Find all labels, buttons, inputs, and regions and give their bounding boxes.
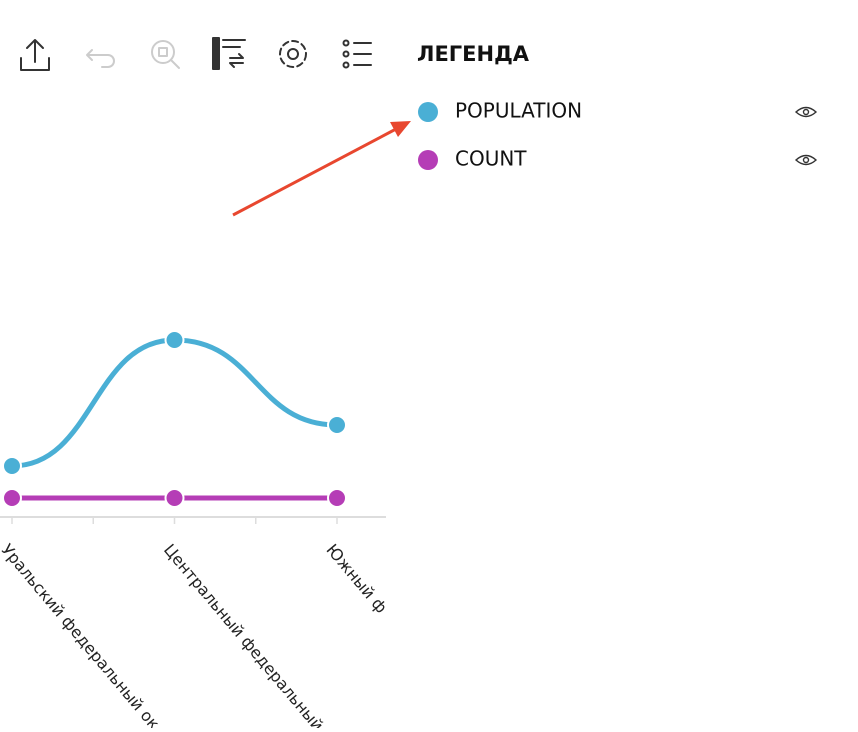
eye-icon	[794, 154, 818, 166]
settings-button[interactable]	[279, 40, 307, 68]
undo-button[interactable]	[86, 49, 115, 68]
data-point	[327, 488, 347, 508]
series-line	[11, 337, 338, 469]
legend-marker	[418, 150, 438, 170]
eye-icon	[794, 106, 818, 118]
legend-label[interactable]: COUNT	[455, 147, 527, 171]
x-tick-label: Уральский федеральный ок	[0, 540, 164, 728]
data-point	[2, 456, 22, 476]
eye-pupil	[802, 156, 810, 164]
data-point	[2, 488, 22, 508]
visibility-toggle[interactable]	[794, 154, 818, 166]
x-tick-label: Центральный федеральный	[160, 540, 327, 728]
annotation-arrow	[232, 121, 411, 217]
swap-axes-button[interactable]	[212, 37, 246, 70]
legend-marker	[418, 102, 438, 122]
data-point	[164, 330, 185, 350]
legend-title: ЛЕГЕНДА	[417, 42, 530, 66]
data-point	[327, 415, 347, 435]
data-point	[164, 488, 185, 508]
legend-toggle-button[interactable]	[342, 39, 372, 69]
visibility-toggle[interactable]	[794, 106, 818, 118]
x-tick-label: Южный ф	[322, 540, 391, 617]
eye-pupil	[802, 108, 810, 116]
zoom-button[interactable]	[151, 40, 180, 69]
share-button[interactable]	[20, 39, 50, 71]
legend-label[interactable]: POPULATION	[455, 99, 582, 123]
